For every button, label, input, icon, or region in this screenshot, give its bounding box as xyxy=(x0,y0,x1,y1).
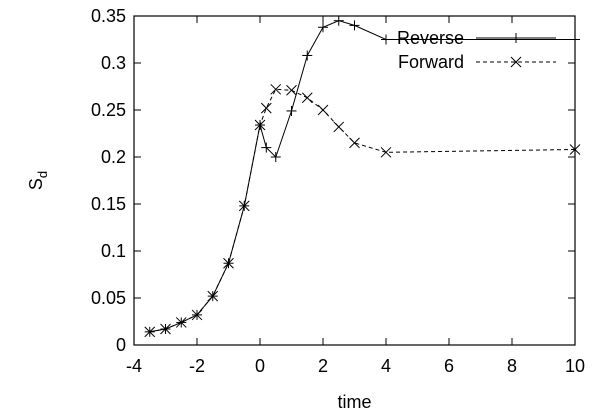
legend-label-reverse: Reverse xyxy=(397,28,464,48)
data-point-forward xyxy=(286,84,297,96)
data-point-forward xyxy=(333,121,345,133)
y-tick-label: 0.35 xyxy=(91,6,126,26)
y-tick-label: 0.1 xyxy=(101,241,126,261)
legend-marker-reverse xyxy=(511,33,521,43)
data-point-reverse xyxy=(381,34,391,45)
marker-stroke xyxy=(349,137,360,149)
marker-stroke xyxy=(317,104,329,116)
y-tick-label: 0.15 xyxy=(91,194,126,214)
data-point-forward xyxy=(254,119,266,131)
marker-stroke xyxy=(207,290,219,302)
marker-stroke xyxy=(510,56,522,68)
x-tick-label: 4 xyxy=(381,356,391,376)
data-point-forward xyxy=(301,92,313,104)
data-point-forward xyxy=(260,102,272,114)
x-tick-label: 6 xyxy=(444,356,454,376)
y-tick-label: 0.3 xyxy=(101,53,126,73)
data-point-forward xyxy=(317,104,329,116)
data-point-reverse xyxy=(318,22,328,33)
marker-stroke xyxy=(238,200,250,212)
legend-label-forward: Forward xyxy=(398,52,464,72)
legend-marker-forward xyxy=(510,56,522,68)
axis-ticks: -4 -2 0 2 4 6 8 10 0 0.05 0.1 0.15 0.2 0.25 0.3 0.35 xyxy=(91,6,585,376)
series-line-reverse xyxy=(149,20,575,333)
data-point-forward xyxy=(223,257,234,269)
x-tick-label: 8 xyxy=(507,356,517,376)
data-point-reverse xyxy=(261,142,272,153)
marker-stroke xyxy=(223,257,234,269)
plot-marks xyxy=(144,15,581,338)
data-point-forward xyxy=(349,137,360,149)
data-point-forward xyxy=(207,290,219,302)
data-point-forward xyxy=(191,309,203,321)
y-tick-label: 0.25 xyxy=(91,100,126,120)
data-point-reverse xyxy=(349,20,360,31)
marker-stroke xyxy=(160,323,171,335)
series-line-forward xyxy=(149,88,576,333)
y-tick-label: 0 xyxy=(116,335,126,355)
marker-stroke xyxy=(380,146,392,158)
plot-frame xyxy=(133,15,576,346)
x-axis-label: time xyxy=(337,392,371,412)
marker-stroke xyxy=(260,102,272,114)
x-tick-label: 0 xyxy=(255,356,265,376)
x-tick-label: 2 xyxy=(318,356,328,376)
y-axis-label: Sd xyxy=(26,171,50,190)
data-point-forward xyxy=(380,146,392,158)
data-point-reverse xyxy=(302,50,313,61)
data-point-forward xyxy=(144,326,156,338)
x-tick-label: -2 xyxy=(189,356,205,376)
marker-stroke xyxy=(333,121,345,133)
y-tick-label: 0.2 xyxy=(101,147,126,167)
data-point-reverse xyxy=(286,105,297,116)
y-axis-label-main: S xyxy=(26,178,46,190)
x-tick-label: -4 xyxy=(126,356,142,376)
marker-stroke xyxy=(254,119,266,131)
marker-stroke xyxy=(175,317,187,328)
marker-stroke xyxy=(144,326,156,338)
legend: Reverse Forward xyxy=(397,28,556,72)
x-tick-label: 10 xyxy=(565,356,585,376)
y-tick-label: 0.05 xyxy=(91,288,126,308)
marker-stroke xyxy=(270,83,282,95)
data-point-forward xyxy=(160,323,171,335)
data-point-reverse xyxy=(270,152,281,162)
marker-stroke xyxy=(286,84,297,96)
data-point-forward xyxy=(270,83,282,95)
marker-stroke xyxy=(191,309,203,321)
marker-stroke xyxy=(301,92,313,104)
data-point-forward xyxy=(175,317,187,328)
data-point-reverse xyxy=(333,15,344,26)
y-axis-label-subscript: d xyxy=(35,171,50,178)
data-point-forward xyxy=(238,200,250,212)
